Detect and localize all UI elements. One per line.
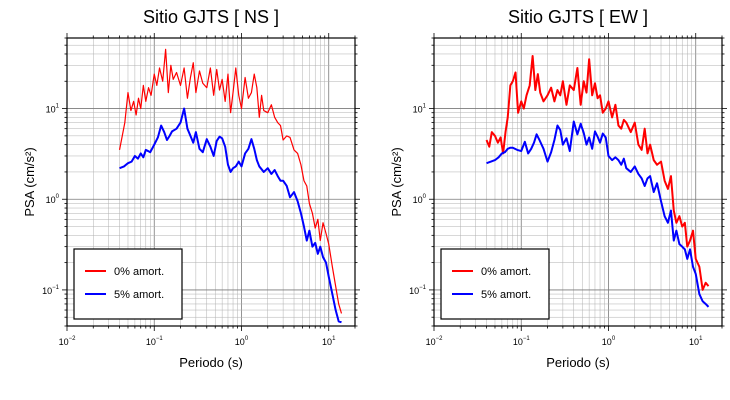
- series-line-damped: [119, 107, 342, 324]
- x-tick-label: 100: [235, 336, 249, 347]
- legend-label: 0% amort.: [114, 266, 164, 278]
- x-tick-label: 100: [602, 336, 616, 347]
- y-tick-label: 10−1: [409, 285, 427, 296]
- series-line-undamped: [118, 48, 343, 314]
- x-tick-base: 10: [426, 337, 436, 347]
- y-tick-exponent: 1: [56, 104, 60, 110]
- y-tick-exponent: 0: [423, 194, 427, 200]
- y-tick-base: 10: [413, 195, 423, 205]
- series-line-damped: [486, 120, 710, 308]
- y-axis-label: PSA (cm/s²): [22, 147, 37, 216]
- x-tick-label: 101: [322, 336, 336, 347]
- y-tick-base: 10: [42, 286, 52, 296]
- y-tick-exponent: 0: [56, 194, 60, 200]
- y-tick-base: 10: [409, 286, 419, 296]
- x-tick-base: 10: [602, 337, 612, 347]
- y-tick-exponent: 1: [423, 104, 427, 110]
- y-tick-base: 10: [46, 195, 56, 205]
- y-tick-label: 101: [46, 104, 60, 115]
- x-tick-exponent: 1: [332, 336, 336, 342]
- y-tick-exponent: −1: [419, 285, 427, 291]
- legend-label: 5% amort.: [481, 289, 531, 301]
- y-tick-base: 10: [46, 105, 56, 115]
- chart-title: Sitio GJTS [ EW ]: [508, 7, 648, 27]
- legend-box: [440, 248, 550, 320]
- plot-frame-ew: [433, 37, 723, 327]
- legend-label: 0% amort.: [481, 266, 531, 278]
- x-tick-label: 10−2: [59, 336, 77, 347]
- x-tick-label: 101: [689, 336, 703, 347]
- legend-label: 5% amort.: [114, 289, 164, 301]
- y-tick-label: 10−1: [42, 285, 60, 296]
- x-tick-exponent: −2: [436, 336, 444, 342]
- plot-frame-ns: [66, 37, 356, 327]
- x-tick-exponent: 0: [612, 336, 616, 342]
- legend-box: [73, 248, 183, 320]
- series-line-undamped: [485, 54, 710, 291]
- x-axis-label: Periodo (s): [546, 355, 610, 370]
- chart-title: Sitio GJTS [ NS ]: [143, 7, 279, 27]
- x-tick-exponent: −1: [523, 336, 531, 342]
- y-tick-label: 101: [413, 104, 427, 115]
- y-tick-label: 100: [413, 194, 427, 205]
- y-tick-base: 10: [413, 105, 423, 115]
- x-tick-exponent: −2: [69, 336, 77, 342]
- axis-ticks-ns: [62, 33, 360, 331]
- x-tick-base: 10: [322, 337, 332, 347]
- legend-ns: 0% amort. 5% amort.: [73, 248, 183, 320]
- y-axis-label: PSA (cm/s²): [389, 147, 404, 216]
- x-tick-exponent: −1: [156, 336, 164, 342]
- y-tick-exponent: −1: [52, 285, 60, 291]
- x-tick-exponent: 0: [245, 336, 249, 342]
- x-axis-label: Periodo (s): [179, 355, 243, 370]
- x-tick-label: 10−1: [513, 336, 531, 347]
- axis-ticks-ew: [429, 33, 727, 331]
- x-tick-exponent: 1: [699, 336, 703, 342]
- legend-ew: 0% amort. 5% amort.: [440, 248, 550, 320]
- x-tick-label: 10−2: [426, 336, 444, 347]
- x-tick-label: 10−1: [146, 336, 164, 347]
- y-tick-label: 100: [46, 194, 60, 205]
- x-tick-base: 10: [689, 337, 699, 347]
- x-tick-base: 10: [59, 337, 69, 347]
- x-tick-base: 10: [235, 337, 245, 347]
- x-tick-base: 10: [513, 337, 523, 347]
- x-tick-base: 10: [146, 337, 156, 347]
